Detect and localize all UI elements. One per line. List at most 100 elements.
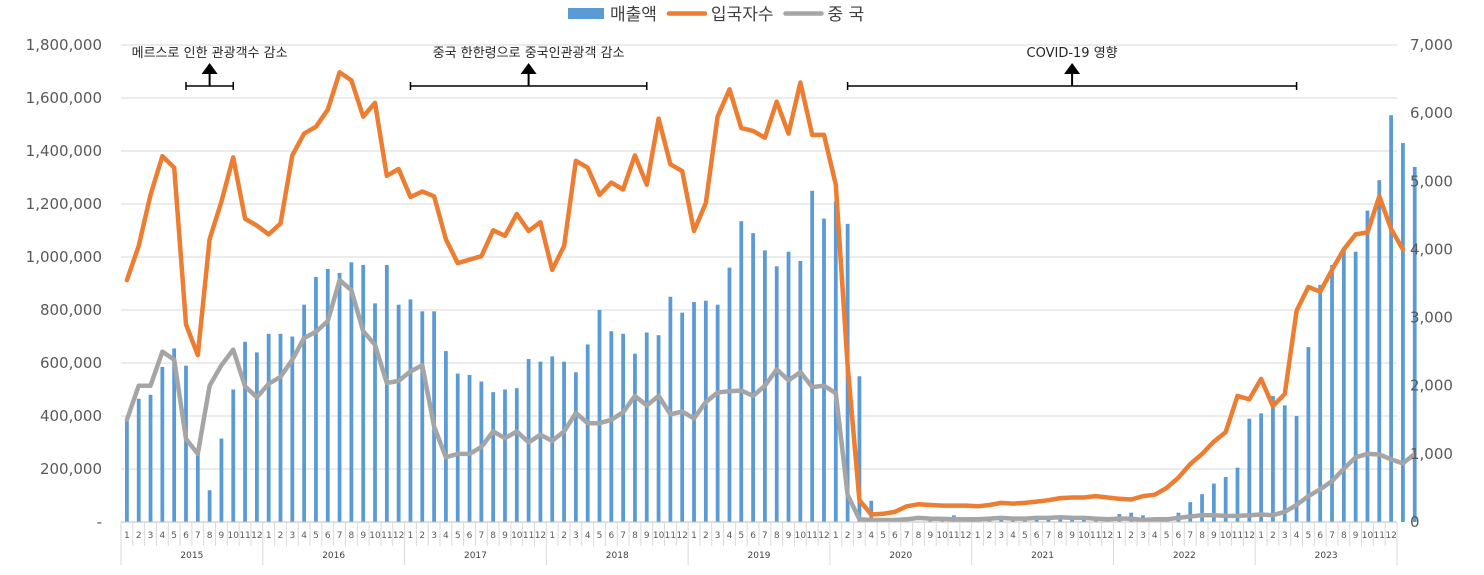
month-label: 12 (960, 531, 971, 541)
bar-sales (195, 450, 200, 522)
bar-sales (136, 398, 141, 522)
y-left-tick-label: 1,200,000 (26, 195, 102, 213)
month-label: 10 (511, 531, 523, 541)
month-label: 3 (289, 531, 295, 541)
bar-sales (1377, 180, 1382, 522)
month-label: 12 (251, 531, 262, 541)
month-label: 1 (408, 531, 414, 541)
bar-sales (1341, 247, 1346, 522)
year-label: 2023 (1315, 551, 1338, 561)
y-right-tick-label: 0 (1410, 513, 1420, 531)
legend: 매출액 입국자수 중 국 (568, 5, 864, 25)
y-left-tick-label: 800,000 (40, 301, 102, 319)
y-left-tick-label: 1,600,000 (26, 89, 102, 107)
bar-sales (1211, 483, 1216, 522)
month-label: 8 (490, 531, 496, 541)
bar-sales (455, 373, 460, 522)
bar-sales (266, 333, 271, 522)
month-label: 12 (1385, 531, 1396, 541)
month-label: 6 (892, 531, 898, 541)
bar-sales (373, 303, 377, 522)
annotation-arrow-head (520, 63, 537, 74)
year-label: 2016 (322, 551, 345, 561)
month-label: 1 (975, 531, 981, 541)
month-label: 3 (857, 531, 863, 541)
bar-sales (609, 331, 614, 522)
bar-sales (1223, 476, 1228, 522)
month-label: 9 (644, 531, 650, 541)
month-label: 8 (632, 531, 638, 541)
month-label: 8 (1057, 531, 1063, 541)
bar-sales (597, 310, 602, 522)
year-label: 2015 (180, 551, 203, 561)
month-label: 7 (620, 531, 626, 541)
month-label: 4 (159, 531, 165, 541)
month-label: 6 (1317, 531, 1323, 541)
annotation-text: 중국 한한령으로 중국인관광객 감소 (433, 46, 625, 61)
bar-sales (928, 520, 933, 522)
bar-sales (727, 267, 732, 522)
month-label: 11 (1090, 531, 1101, 541)
month-label: 8 (774, 531, 780, 541)
y-left-tick-label: 1,800,000 (26, 36, 102, 54)
bar-sales (1070, 519, 1074, 522)
month-label: 3 (715, 531, 721, 541)
year-label: 2017 (464, 551, 487, 561)
bar-sales (1365, 210, 1370, 522)
month-label: 5 (313, 531, 319, 541)
bar-sales (148, 394, 153, 522)
month-label: 10 (936, 531, 948, 541)
bar-sales (1330, 264, 1334, 522)
month-label: 10 (1220, 531, 1232, 541)
month-label: 7 (904, 531, 910, 541)
month-label: 6 (1034, 531, 1040, 541)
month-label: 4 (1152, 531, 1158, 541)
month-label: 5 (1022, 531, 1028, 541)
y-right-tick-label: 5,000 (1410, 172, 1453, 190)
month-label: 9 (1353, 531, 1359, 541)
bar-sales (231, 389, 236, 522)
month-label: 12 (1244, 531, 1255, 541)
month-label: 6 (750, 531, 756, 541)
month-label: 7 (762, 531, 768, 541)
bar-sales (538, 361, 543, 522)
month-label: 5 (597, 531, 603, 541)
y-right-tick-label: 4,000 (1410, 240, 1453, 258)
month-label: 4 (868, 531, 874, 541)
y-left-tick-label: 1,400,000 (26, 142, 102, 160)
annotation-arrow-head (201, 63, 218, 74)
y-right-tick-label: 2,000 (1410, 377, 1453, 395)
bar-sales (420, 311, 425, 522)
month-label: 10 (228, 531, 240, 541)
month-label: 3 (1140, 531, 1146, 541)
bar-sales (172, 348, 177, 522)
month-label: 4 (443, 531, 449, 541)
line-visitors (124, 70, 1406, 517)
month-label: 6 (1176, 531, 1182, 541)
month-label: 8 (349, 531, 355, 541)
month-label: 2 (703, 531, 709, 541)
month-label: 7 (337, 531, 343, 541)
month-label: 12 (818, 531, 829, 541)
y-right-tick-label: 7,000 (1410, 36, 1453, 54)
month-label: 7 (1187, 531, 1193, 541)
bar-sales (349, 262, 354, 522)
month-label: 1 (691, 531, 697, 541)
month-label: 6 (183, 531, 189, 541)
month-label: 2 (278, 531, 284, 541)
y-axis-left: - 200,000 400,000 600,000 800,000 1,000,000 1,… (26, 36, 102, 531)
annotation-text: COVID-19 영향 (1027, 46, 1118, 61)
month-label: 2 (1270, 531, 1276, 541)
year-label: 2021 (1031, 551, 1054, 561)
month-label: 4 (1010, 531, 1016, 541)
month-label: 11 (1374, 531, 1385, 541)
month-label: 8 (1199, 531, 1205, 541)
bar-sales (184, 365, 188, 522)
bar-sales (621, 333, 626, 522)
gridlines (121, 44, 1397, 470)
bar-sales (656, 335, 661, 522)
year-label: 2018 (606, 551, 629, 561)
month-label: 2 (1128, 531, 1134, 541)
bar-sales (739, 221, 744, 522)
month-label: 10 (369, 531, 381, 541)
